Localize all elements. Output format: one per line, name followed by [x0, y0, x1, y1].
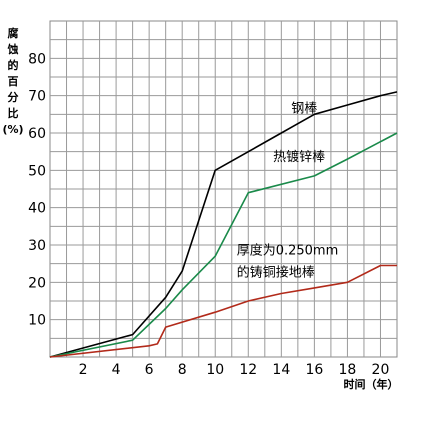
y-axis-label-char: 蚀	[7, 43, 19, 56]
y-tick-label: 80	[28, 51, 46, 67]
series-label-copper-line1: 厚度为0.250mm	[237, 242, 339, 258]
y-tick-label: 30	[28, 238, 46, 254]
y-axis-label: 腐 蚀 的 百 分 比 (%)	[2, 26, 24, 138]
x-tick-label: 18	[339, 362, 357, 378]
y-tick-label: 70	[28, 89, 46, 105]
y-tick-label: 60	[28, 126, 46, 142]
x-tick-label: 2	[79, 362, 88, 378]
y-tick-label: 50	[28, 163, 46, 179]
y-axis-label-char: 分	[7, 91, 19, 104]
y-axis-label-char: 的	[7, 59, 19, 72]
x-tick-label: 6	[145, 362, 154, 378]
series-line	[49, 132, 398, 358]
y-axis-label-char: 腐	[7, 27, 19, 40]
x-tick-label: 4	[112, 362, 121, 378]
x-tick-label: 12	[239, 362, 257, 378]
y-tick-label: 20	[28, 275, 46, 291]
series-label-galvanized: 热镀锌棒	[273, 149, 325, 165]
x-tick-label: 10	[206, 362, 224, 378]
series-label-copper-line2: 的铸铜接地棒	[237, 265, 315, 281]
x-tick-label: 20	[372, 362, 390, 378]
x-tick-label: 14	[272, 362, 290, 378]
y-tick-label: 10	[28, 313, 46, 329]
y-tick-label: 40	[28, 201, 46, 217]
series-line	[49, 264, 397, 358]
y-axis-label-char: (%)	[2, 123, 24, 136]
x-tick-label: 8	[178, 362, 187, 378]
y-axis-label-char: 百	[7, 75, 19, 88]
series-line	[49, 91, 398, 358]
x-tick-label: 16	[305, 362, 323, 378]
series-label-steel: 钢棒	[291, 101, 317, 116]
y-axis-label-char: 比	[7, 107, 19, 120]
x-axis-label: 时间（年）	[344, 377, 399, 391]
